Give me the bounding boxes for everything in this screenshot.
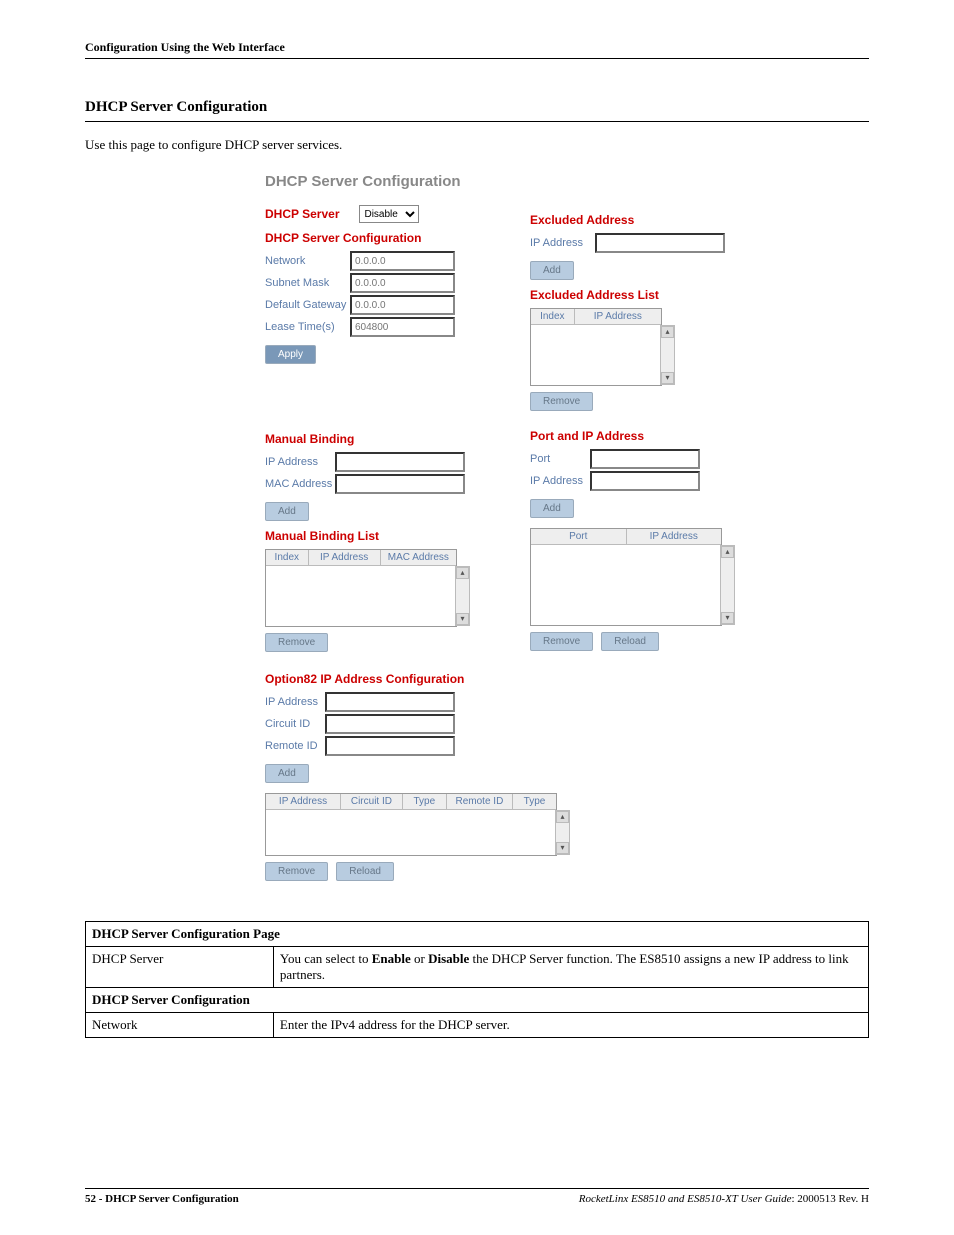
screenshot-title: DHCP Server Configuration — [265, 173, 755, 190]
scroll-up-icon[interactable]: ▴ — [556, 811, 569, 823]
mb-list-table: Index IP Address MAC Address ▴ ▾ — [265, 549, 457, 627]
pi-list-body[interactable]: ▴ ▾ — [531, 545, 721, 625]
gateway-input[interactable] — [350, 295, 455, 315]
pi-col-ip: IP Address — [627, 529, 722, 544]
pi-col-port: Port — [531, 529, 627, 544]
ex-col-ip: IP Address — [575, 309, 661, 324]
mb-ip-label: IP Address — [265, 456, 335, 468]
o82-circuit-input[interactable] — [325, 714, 455, 734]
ex-add-button[interactable]: Add — [530, 261, 574, 280]
apply-button[interactable]: Apply — [265, 345, 316, 364]
pi-ip-label: IP Address — [530, 475, 590, 487]
subnet-label: Subnet Mask — [265, 277, 350, 289]
o82-circuit-label: Circuit ID — [265, 718, 325, 730]
footer-guide: RocketLinx ES8510 and ES8510-XT User Gui… — [579, 1193, 869, 1205]
ex-ip-label: IP Address — [530, 237, 595, 249]
o82-list-table: IP Address Circuit ID Type Remote ID Typ… — [265, 793, 557, 856]
pi-ip-input[interactable] — [590, 471, 700, 491]
mb-add-button[interactable]: Add — [265, 502, 309, 521]
o82-col-remote: Remote ID — [447, 794, 513, 809]
scrollbar[interactable]: ▴ ▾ — [660, 325, 675, 385]
o82-list-body[interactable]: ▴ ▾ — [266, 810, 556, 855]
ex-col-index: Index — [531, 309, 575, 324]
dhcp-server-select[interactable]: Disable — [359, 205, 419, 223]
gateway-label: Default Gateway — [265, 299, 350, 311]
ex-list-heading: Excluded Address List — [530, 288, 755, 302]
ct-row1-text: You can select to Enable or Disable the … — [273, 947, 868, 988]
mb-mac-input[interactable] — [335, 474, 465, 494]
dhcp-server-label: DHCP Server — [265, 207, 339, 221]
pi-port-label: Port — [530, 453, 590, 465]
mb-ip-input[interactable] — [335, 452, 465, 472]
network-input[interactable] — [350, 251, 455, 271]
pi-remove-button[interactable]: Remove — [530, 632, 593, 651]
ex-ip-input[interactable] — [595, 233, 725, 253]
footer: 52 - DHCP Server Configuration RocketLin… — [85, 1188, 869, 1205]
scroll-down-icon[interactable]: ▾ — [661, 372, 674, 384]
mb-list-heading: Manual Binding List — [265, 529, 490, 543]
o82-add-button[interactable]: Add — [265, 764, 309, 783]
ct-row1-label: DHCP Server — [86, 947, 274, 988]
pi-list-table: Port IP Address ▴ ▾ — [530, 528, 722, 626]
o82-col-circuit: Circuit ID — [341, 794, 403, 809]
scroll-up-icon[interactable]: ▴ — [456, 567, 469, 579]
pi-port-input[interactable] — [590, 449, 700, 469]
ct-header: DHCP Server Configuration Page — [86, 922, 869, 947]
network-label: Network — [265, 255, 350, 267]
ct-row2-label: Network — [86, 1013, 274, 1038]
header-section: Configuration Using the Web Interface — [85, 40, 869, 59]
scrollbar[interactable]: ▴ ▾ — [720, 545, 735, 625]
pi-add-button[interactable]: Add — [530, 499, 574, 518]
ct-subheader: DHCP Server Configuration — [86, 988, 869, 1013]
page-title: DHCP Server Configuration — [85, 99, 869, 122]
scroll-down-icon[interactable]: ▾ — [721, 612, 734, 624]
intro-text: Use this page to configure DHCP server s… — [85, 137, 869, 153]
o82-remote-label: Remote ID — [265, 740, 325, 752]
right-column: Excluded Address IP Address Add Excluded… — [530, 205, 755, 652]
footer-page: 52 - DHCP Server Configuration — [85, 1193, 239, 1205]
lease-input[interactable] — [350, 317, 455, 337]
o82-ip-input[interactable] — [325, 692, 455, 712]
scroll-up-icon[interactable]: ▴ — [661, 326, 674, 338]
excluded-heading: Excluded Address — [530, 213, 755, 227]
ex-list-body[interactable]: ▴ ▾ — [531, 325, 661, 385]
scroll-up-icon[interactable]: ▴ — [721, 546, 734, 558]
ct-row2-text: Enter the IPv4 address for the DHCP serv… — [273, 1013, 868, 1038]
mb-col-mac: MAC Address — [381, 550, 456, 565]
o82-col-ip: IP Address — [266, 794, 341, 809]
subnet-input[interactable] — [350, 273, 455, 293]
screenshot-container: DHCP Server Configuration DHCP Server Di… — [265, 173, 755, 881]
mb-remove-button[interactable]: Remove — [265, 633, 328, 652]
ex-list-table: Index IP Address ▴ ▾ — [530, 308, 662, 386]
option82-heading: Option82 IP Address Configuration — [265, 672, 755, 686]
pi-reload-button[interactable]: Reload — [601, 632, 659, 651]
server-config-heading: DHCP Server Configuration — [265, 231, 490, 245]
o82-remote-input[interactable] — [325, 736, 455, 756]
lease-label: Lease Time(s) — [265, 321, 350, 333]
o82-ip-label: IP Address — [265, 696, 325, 708]
scrollbar[interactable]: ▴ ▾ — [455, 566, 470, 626]
o82-remove-button[interactable]: Remove — [265, 862, 328, 881]
mb-list-body[interactable]: ▴ ▾ — [266, 566, 456, 626]
scrollbar[interactable]: ▴ ▾ — [555, 810, 570, 855]
ex-remove-button[interactable]: Remove — [530, 392, 593, 411]
scroll-down-icon[interactable]: ▾ — [456, 613, 469, 625]
left-column: DHCP Server Disable DHCP Server Configur… — [265, 205, 490, 652]
mb-col-index: Index — [266, 550, 309, 565]
scroll-down-icon[interactable]: ▾ — [556, 842, 569, 854]
o82-col-type1: Type — [403, 794, 447, 809]
o82-col-type2: Type — [513, 794, 556, 809]
mb-col-ip: IP Address — [309, 550, 381, 565]
portip-heading: Port and IP Address — [530, 429, 755, 443]
config-table: DHCP Server Configuration Page DHCP Serv… — [85, 921, 869, 1038]
manual-binding-heading: Manual Binding — [265, 432, 490, 446]
mb-mac-label: MAC Address — [265, 478, 335, 490]
o82-reload-button[interactable]: Reload — [336, 862, 394, 881]
